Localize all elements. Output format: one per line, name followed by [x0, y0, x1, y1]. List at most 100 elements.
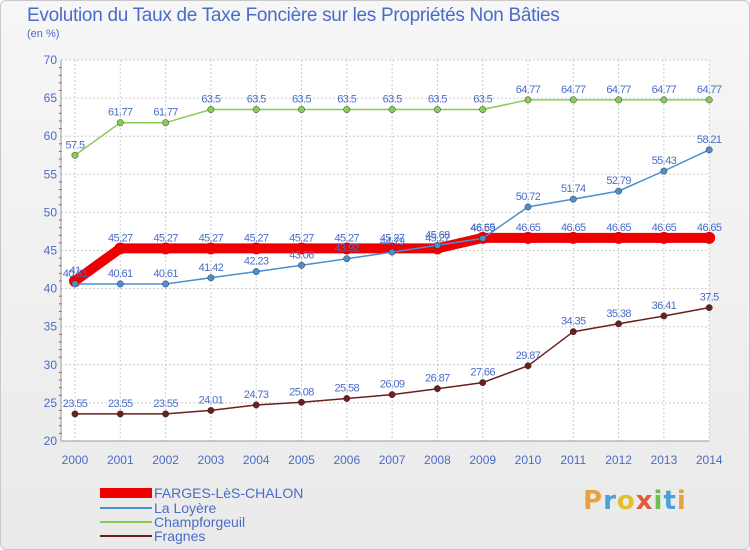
- data-label-champforgeuil: 63.5: [337, 94, 356, 106]
- data-label-fragnes: 27.66: [470, 367, 495, 379]
- x-tick-label: 2009: [469, 453, 496, 467]
- data-label-champforgeuil: 63.5: [473, 94, 492, 106]
- data-label-fragnes: 24.73: [244, 389, 269, 401]
- data-label-fragnes: 26.87: [425, 373, 450, 385]
- data-point-fragnes: [252, 401, 260, 409]
- data-label-farges: 46.65: [516, 222, 541, 234]
- data-point-fragnes: [298, 398, 305, 406]
- data-label-loyere: 40.61: [108, 268, 133, 280]
- y-tick-label: 25: [44, 396, 58, 410]
- legend-item-champforgeuil: Champforgeuil: [100, 515, 245, 529]
- data-label-loyere: 52.79: [606, 175, 631, 187]
- data-label-farges: 45.27: [335, 232, 360, 244]
- data-point-champforgeuil: [252, 106, 260, 113]
- data-point-champforgeuil: [705, 96, 713, 104]
- data-point-loyere: [252, 268, 260, 276]
- x-tick-label: 2003: [198, 453, 225, 467]
- data-label-fragnes: 35.38: [606, 308, 631, 320]
- x-tick-label: 2012: [605, 453, 632, 467]
- data-label-loyere: 44.79: [380, 236, 405, 248]
- data-label-farges: 46.65: [697, 222, 722, 234]
- data-point-champforgeuil: [343, 106, 351, 113]
- data-label-champforgeuil: 64.77: [606, 84, 631, 96]
- data-label-loyere: 50.72: [516, 191, 541, 203]
- legend-item-fragnes: Fragnes: [100, 529, 205, 543]
- data-label-loyere: 43.92: [335, 243, 360, 255]
- data-label-champforgeuil: 64.77: [516, 84, 541, 96]
- proxiti-logo: Proxiti: [583, 486, 687, 516]
- data-point-loyere: [343, 255, 351, 263]
- data-label-champforgeuil: 61.77: [153, 107, 178, 119]
- data-point-fragnes: [207, 406, 215, 414]
- data-point-loyere: [388, 248, 396, 256]
- data-label-fragnes: 23.55: [63, 398, 88, 410]
- data-label-champforgeuil: 63.5: [247, 94, 266, 106]
- data-point-farges: [657, 231, 670, 244]
- y-tick-label: 70: [44, 53, 58, 67]
- data-point-fragnes: [343, 395, 351, 402]
- data-label-loyere: 41.42: [199, 262, 224, 274]
- data-point-loyere: [116, 280, 124, 288]
- data-point-champforgeuil: [71, 151, 79, 159]
- data-label-champforgeuil: 63.5: [292, 94, 311, 106]
- data-point-champforgeuil: [569, 96, 577, 104]
- x-tick-label: 2006: [333, 453, 360, 467]
- data-label-farges: 45.27: [289, 232, 314, 244]
- data-label-fragnes: 34.35: [561, 316, 586, 328]
- y-tick-label: 50: [44, 205, 58, 219]
- data-point-fragnes: [388, 391, 396, 399]
- legend-swatch-farges: [100, 488, 152, 498]
- data-label-loyere: 55.43: [652, 155, 677, 167]
- data-label-farges: 45.27: [380, 232, 405, 244]
- data-label-farges: 46.65: [606, 222, 631, 234]
- data-point-loyere: [71, 280, 79, 288]
- data-label-loyere: 46.59: [470, 222, 495, 234]
- data-point-farges: [250, 242, 263, 255]
- data-point-champforgeuil: [433, 106, 441, 113]
- data-label-fragnes: 25.08: [289, 386, 314, 398]
- data-label-champforgeuil: 64.77: [561, 84, 586, 96]
- data-label-champforgeuil: 64.77: [652, 84, 677, 96]
- data-point-loyere: [615, 187, 623, 195]
- data-label-champforgeuil: 63.5: [383, 94, 402, 106]
- data-label-farges: 46.65: [561, 222, 586, 234]
- y-tick-label: 40: [44, 282, 58, 296]
- data-point-champforgeuil: [388, 106, 396, 113]
- data-label-fragnes: 29.87: [516, 350, 541, 362]
- data-label-farges: 46.65: [470, 222, 495, 234]
- data-point-farges: [567, 231, 580, 244]
- data-point-farges: [204, 242, 217, 255]
- data-point-fragnes: [433, 385, 441, 393]
- data-point-champforgeuil: [479, 106, 487, 113]
- data-label-loyere: 42.23: [244, 256, 269, 268]
- data-point-fragnes: [569, 328, 577, 336]
- data-label-loyere: 40.61: [153, 268, 178, 280]
- data-point-farges: [295, 242, 308, 255]
- x-tick-label: 2008: [424, 453, 451, 467]
- x-tick-label: 2004: [243, 453, 270, 467]
- y-tick-label: 65: [44, 91, 58, 105]
- data-label-champforgeuil: 63.5: [201, 94, 220, 106]
- data-point-loyere: [705, 146, 713, 154]
- data-point-loyere: [660, 167, 668, 175]
- data-point-fragnes: [479, 379, 487, 387]
- x-tick-label: 2013: [651, 453, 678, 467]
- data-point-champforgeuil: [207, 106, 215, 113]
- data-label-loyere: 40.61: [63, 268, 88, 280]
- data-label-fragnes: 36.41: [652, 300, 677, 312]
- data-label-fragnes: 37.5: [700, 292, 719, 304]
- data-label-farges: 46.65: [652, 222, 677, 234]
- data-label-farges: 45.27: [153, 232, 178, 244]
- data-label-fragnes: 24.01: [199, 394, 224, 406]
- data-point-fragnes: [705, 304, 713, 312]
- data-point-farges: [114, 242, 127, 255]
- chart-title: Evolution du Taux de Taxe Foncière sur l…: [27, 5, 560, 26]
- legend-label-loyere: La Loyère: [154, 500, 217, 516]
- legend-label-champforgeuil: Champforgeuil: [154, 514, 246, 530]
- data-label-champforgeuil: 57.5: [65, 139, 84, 151]
- y-tick-label: 60: [44, 129, 58, 143]
- data-point-farges: [340, 242, 353, 255]
- data-label-fragnes: 26.09: [380, 379, 405, 391]
- data-point-loyere: [479, 234, 487, 242]
